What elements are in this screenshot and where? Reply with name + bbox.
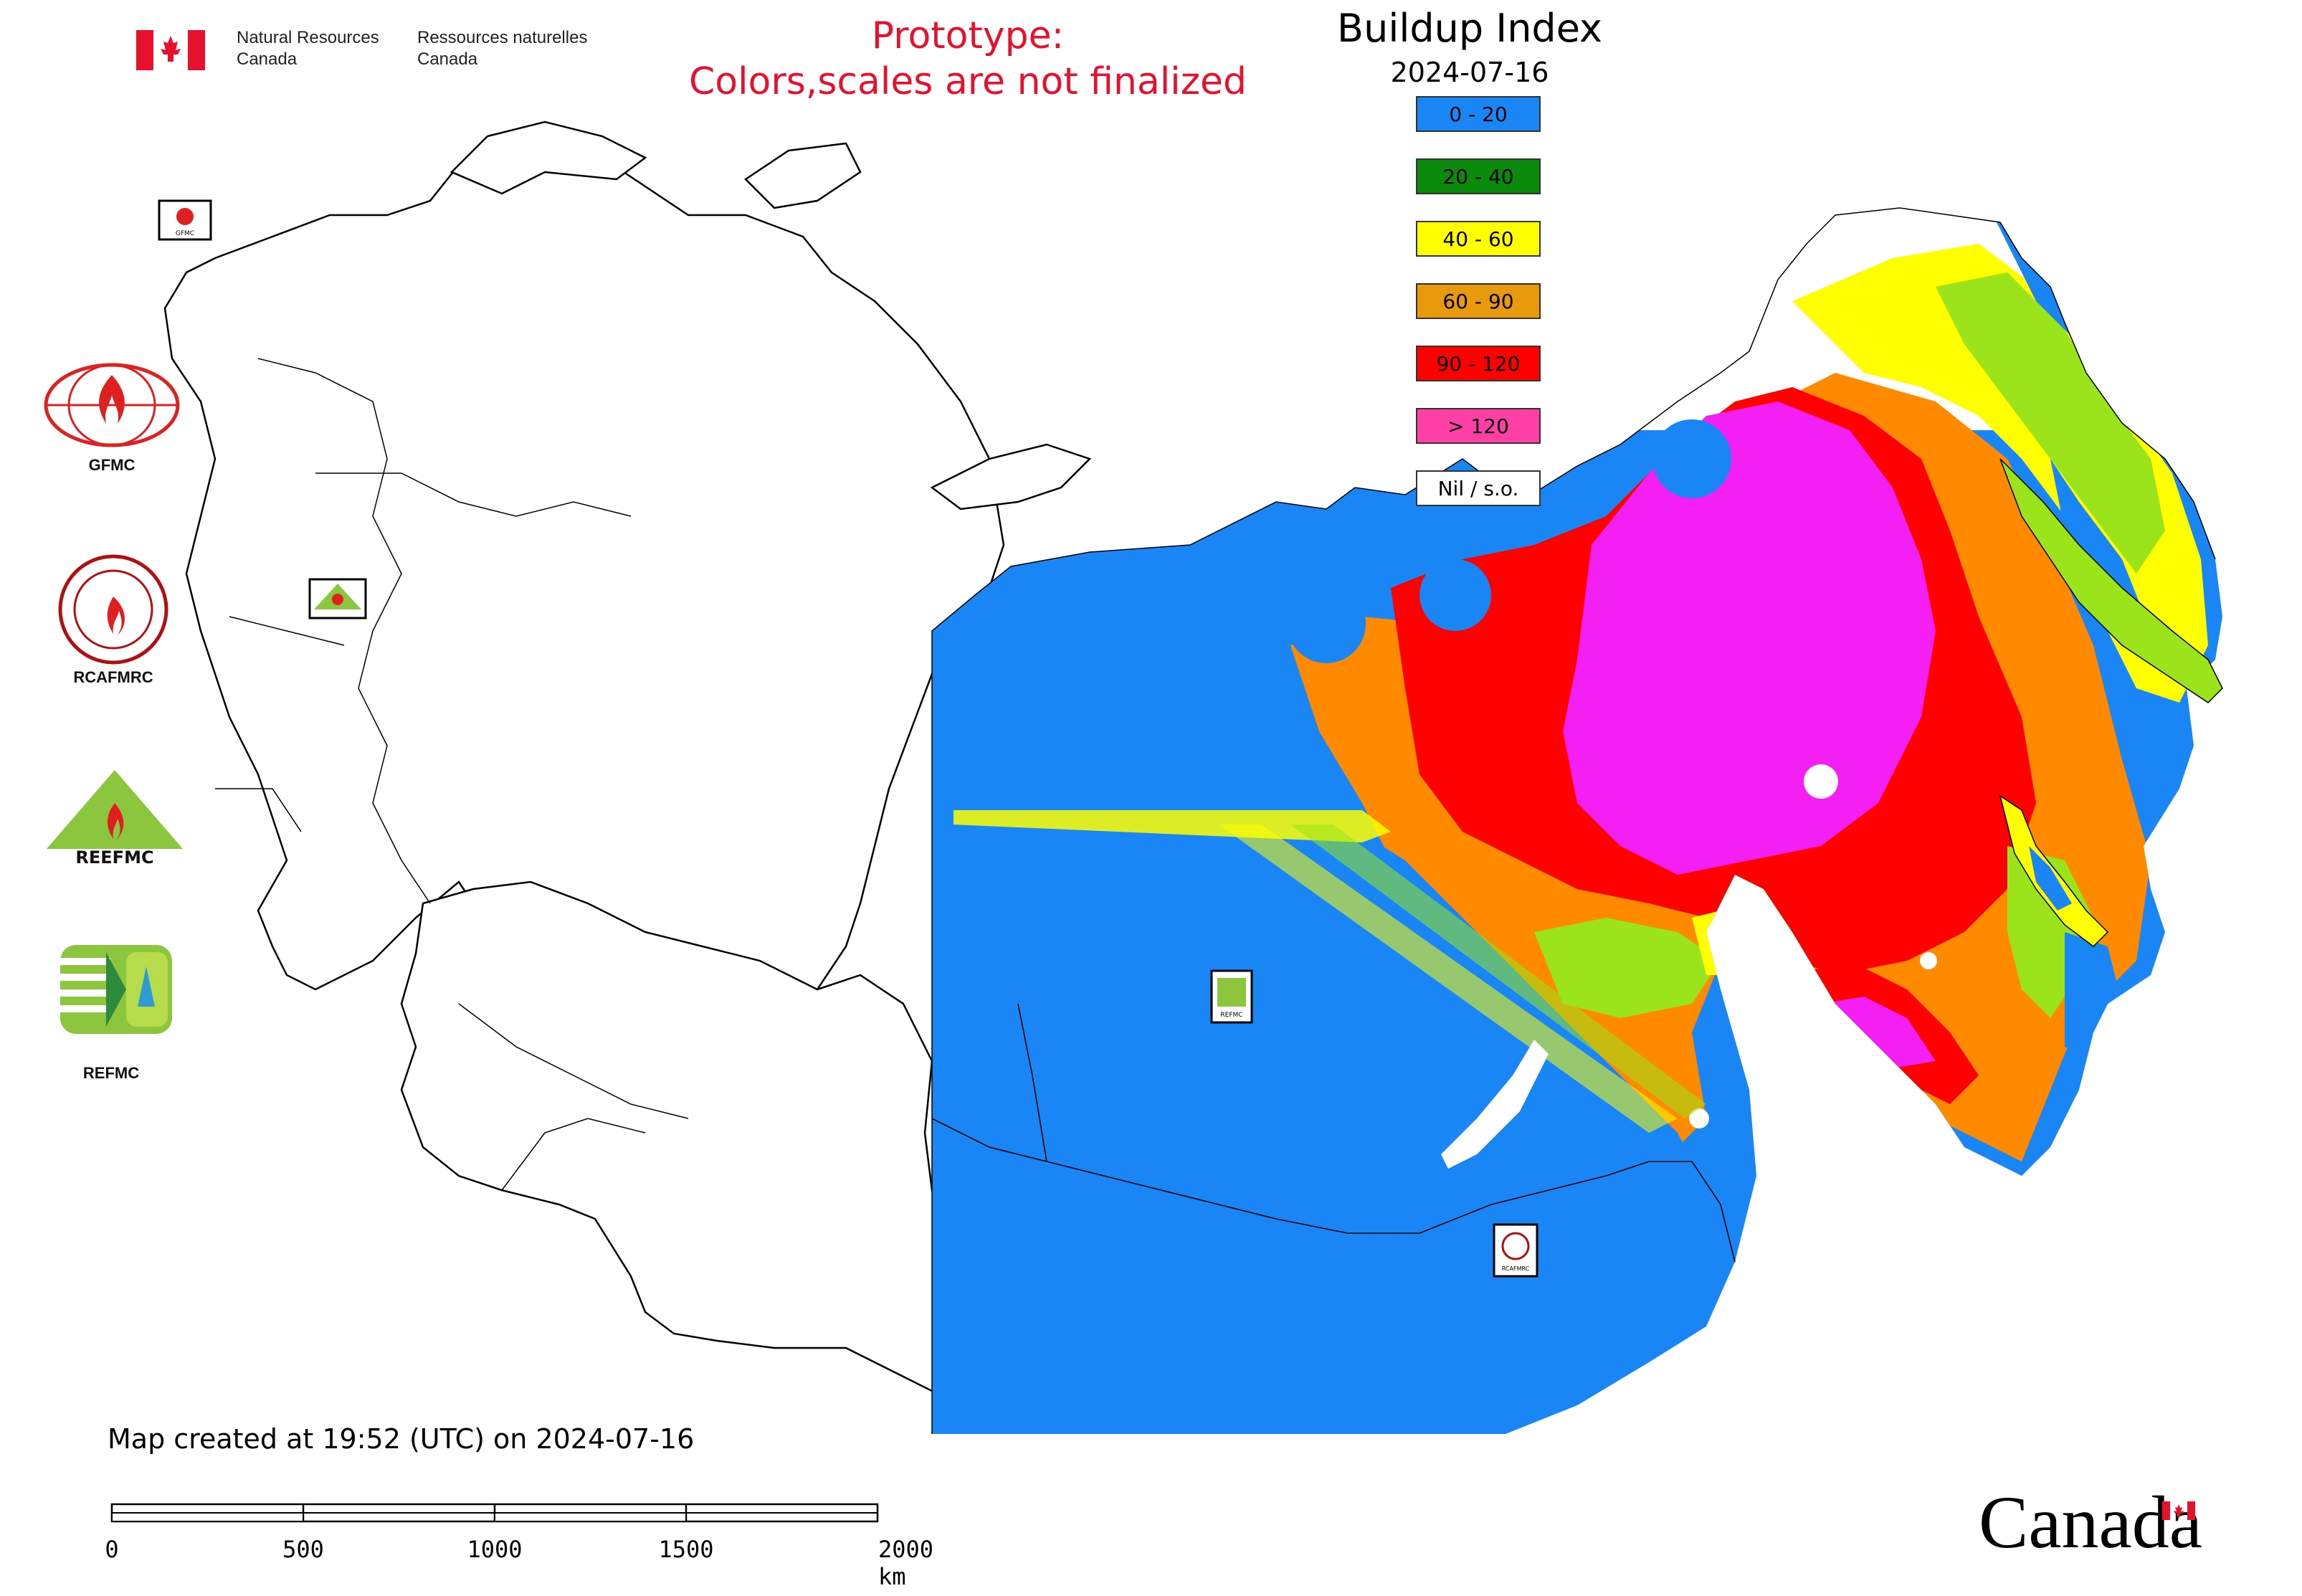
legend-label: 60 - 90	[1442, 289, 1514, 313]
east-landmass-outline	[931, 207, 2216, 1434]
prototype-line2: Colors,scales are not finalized	[688, 60, 1247, 103]
rcafmrc-label: RCAFMRC	[73, 668, 153, 686]
legend-label: Nil / s.o.	[1437, 476, 1519, 500]
station-gfmc-marker: GFMC	[158, 199, 212, 241]
bui-raster	[932, 215, 2222, 1434]
legend-label: 20 - 40	[1442, 164, 1514, 189]
legend-item-60-90: 60 - 90	[1416, 283, 1541, 319]
canada-wordmark: Canada	[1979, 1481, 2202, 1564]
scale-label-1000: 1000	[467, 1536, 523, 1563]
legend-item-90-120: 90 - 120	[1416, 346, 1541, 381]
sakhalin-inner	[2029, 846, 2072, 911]
scale-bar-graphic	[110, 1503, 879, 1523]
svg-text:RCAFMRC: RCAFMRC	[1502, 1265, 1530, 1272]
east-boundaries	[931, 1003, 1736, 1263]
legend-label: 40 - 60	[1442, 227, 1514, 251]
refmc-label: REFMC	[82, 1064, 140, 1082]
signature-fr-line2: Canada	[417, 49, 478, 69]
prototype-note: Prototype: Colors,scales are not finaliz…	[645, 13, 1290, 105]
canada-flag-icon	[136, 30, 205, 70]
signature-en-line2: Canada	[237, 49, 298, 69]
legend-item-over-120: > 120	[1416, 408, 1541, 444]
station-markers: GFMC REFMC RCAFMRC	[158, 199, 1538, 1278]
legend-item-40-60: 40 - 60	[1416, 221, 1541, 257]
gfmc-label: GFMC	[88, 456, 135, 474]
legend-label: 90 - 120	[1436, 351, 1521, 376]
svg-text:GFMC: GFMC	[176, 230, 194, 237]
scale-label-500: 500	[282, 1536, 324, 1563]
station-rcafmrc-marker: RCAFMRC	[1493, 1223, 1538, 1278]
svg-text:REEFMC: REEFMC	[75, 847, 153, 868]
legend-label: > 120	[1447, 414, 1509, 438]
government-signature: Natural Resources Canada Ressources natu…	[136, 27, 609, 77]
internal-boundaries	[215, 358, 689, 1191]
signature-en-line1: Natural Resources	[237, 28, 379, 47]
country-outlines	[163, 120, 1092, 1400]
prototype-line1: Prototype:	[871, 14, 1065, 57]
signature-fr-line1: Ressources naturelles	[417, 28, 588, 47]
wordmark-flag-icon	[2162, 1501, 2195, 1520]
legend-item-nil: Nil / s.o.	[1416, 470, 1541, 506]
map-created-note: Map created at 19:52 (UTC) on 2024-07-16	[108, 1423, 695, 1455]
legend-item-0-20: 0 - 20	[1416, 96, 1541, 132]
gfmc-logo	[44, 363, 180, 447]
map-date: 2024-07-16	[1390, 57, 1549, 88]
scale-label-2000: 2000 km	[878, 1536, 934, 1590]
station-reefmc-marker	[308, 578, 367, 619]
scale-label-1500: 1500	[658, 1536, 714, 1563]
reefmc-logo: REEFMC	[42, 770, 188, 868]
scale-bar: 0 500 1000 1500 2000 km	[100, 1498, 975, 1590]
station-refmc-marker: REFMC	[1210, 969, 1253, 1024]
sakhalin	[1999, 794, 2109, 947]
legend-item-20-40: 20 - 40	[1416, 158, 1541, 194]
scale-label-0: 0	[105, 1536, 119, 1563]
map-title: Buildup Index	[1337, 6, 1602, 51]
kamchatka	[1999, 458, 2223, 703]
legend-label: 0 - 20	[1449, 102, 1508, 126]
refmc-logo	[60, 945, 172, 1034]
svg-text:REFMC: REFMC	[1220, 1012, 1242, 1019]
rcafmrc-logo	[58, 554, 168, 665]
